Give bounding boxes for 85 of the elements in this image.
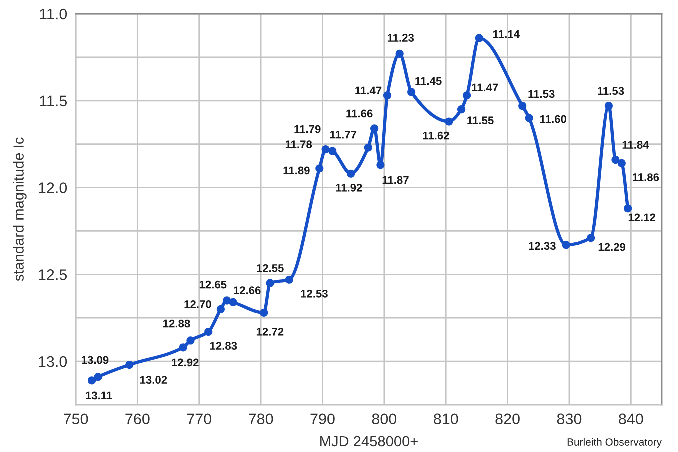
data-label: 11.86 [633, 174, 660, 182]
data-label: 12.83 [210, 342, 238, 350]
data-label: 11.23 [388, 34, 414, 42]
y-axis-title: standard magnitude Ic [13, 138, 27, 282]
data-label: 11.79 [294, 125, 321, 134]
point [376, 161, 385, 170]
point [457, 106, 466, 114]
data-label: 12.12 [628, 214, 656, 222]
data-label: 11.92 [336, 184, 362, 192]
point [179, 344, 188, 352]
data-label: 11.55 [468, 116, 494, 125]
data-label: 11.53 [598, 87, 624, 96]
y-tick-label: 13.0 [39, 356, 68, 368]
point [383, 92, 392, 100]
point [94, 373, 102, 382]
point [266, 279, 274, 288]
data-label: 11.47 [356, 86, 382, 95]
data-label: 11.66 [346, 110, 373, 118]
data-label: 11.53 [528, 90, 555, 98]
point [186, 336, 195, 345]
x-tick-label: 820 [496, 414, 520, 425]
point [562, 241, 570, 250]
data-label: 11.78 [286, 140, 312, 149]
data-label: 13.11 [86, 392, 112, 400]
text: Burleith Observatory [568, 438, 662, 448]
point [285, 276, 294, 284]
data-label: 12.29 [598, 243, 626, 252]
point [518, 102, 527, 110]
data-label: 11.14 [494, 30, 520, 38]
data-label: 12.55 [257, 264, 284, 272]
data-label: 11.84 [622, 141, 650, 149]
point [525, 114, 534, 122]
data-label: 13.09 [82, 356, 109, 364]
point [126, 360, 134, 370]
data-label: 12.66 [234, 286, 261, 294]
point [612, 156, 620, 164]
y-tick-label: 12.0 [39, 182, 68, 194]
data-label: 11.47 [472, 84, 498, 92]
point [88, 376, 96, 385]
point [322, 146, 330, 154]
data-label: 11.77 [330, 131, 356, 139]
point [328, 147, 337, 156]
data-label: 11.87 [382, 176, 409, 184]
x-tick-label: 790 [310, 414, 335, 425]
x-tick-label: 800 [372, 414, 397, 425]
data-label: 12.88 [164, 320, 190, 328]
x-tick-label: 750 [64, 414, 88, 425]
data-label: 11.89 [284, 166, 310, 175]
point [604, 102, 613, 110]
data-label: 11.45 [416, 77, 442, 86]
data-label: 11.62 [423, 132, 450, 140]
data-label: 12.72 [256, 328, 284, 336]
point [445, 118, 454, 126]
point [396, 50, 404, 58]
y-tick-label: 12.5 [39, 270, 68, 280]
point [587, 234, 596, 242]
point [347, 170, 356, 178]
data-label: 13.02 [140, 376, 168, 384]
x-tick-label: 840 [619, 414, 644, 425]
data-label: 12.33 [529, 242, 556, 250]
data-label: 11.60 [540, 115, 567, 124]
x-tick-label: 810 [434, 414, 458, 425]
point [364, 144, 372, 152]
point [216, 305, 226, 314]
point [463, 92, 472, 100]
point [260, 308, 268, 317]
point [229, 298, 238, 307]
x-axis-title: MJD 2458000+ [320, 436, 418, 447]
x-tick-label: 830 [557, 414, 582, 425]
point [204, 328, 213, 336]
y-tick-label: 11.0 [40, 8, 68, 20]
y-tick-label: 11.5 [40, 96, 68, 107]
point [408, 88, 416, 96]
point [370, 124, 379, 133]
point [624, 204, 632, 213]
data-label: 12.92 [172, 358, 199, 367]
data-label: 12.70 [184, 300, 212, 308]
x-tick-label: 780 [249, 414, 274, 425]
x-tick-label: 770 [187, 414, 212, 425]
x-tick-label: 760 [126, 414, 150, 425]
data-label: 12.65 [200, 280, 227, 289]
data-label: 12.53 [301, 290, 328, 298]
point [475, 34, 484, 42]
point [618, 159, 626, 168]
point [316, 164, 324, 173]
